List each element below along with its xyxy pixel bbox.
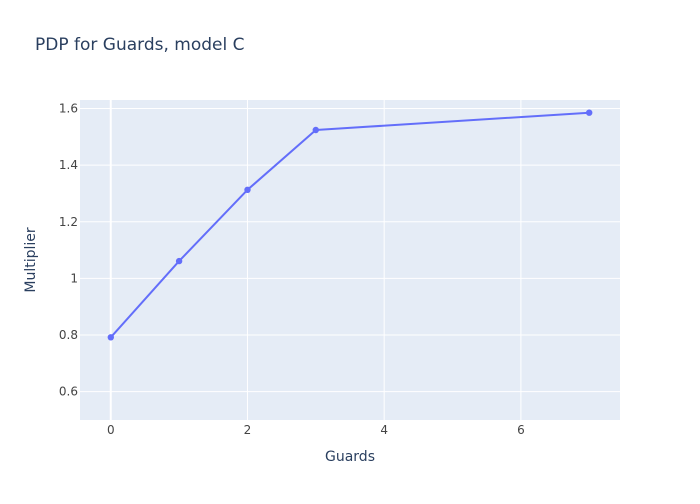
y-tick-label: 0.6 [59, 385, 78, 399]
data-point[interactable] [244, 186, 251, 193]
y-tick-label: 1.2 [59, 215, 78, 229]
y-axis-label: Multiplier [23, 227, 39, 293]
y-tick-label: 1.4 [59, 158, 78, 172]
plot-area [80, 100, 620, 420]
y-tick-labels: 0.6 0.8 1 1.2 1.4 1.6 [59, 101, 78, 398]
series-group [107, 109, 593, 341]
x-tick-label: 4 [380, 423, 388, 437]
x-tick-label: 6 [517, 423, 525, 437]
data-point[interactable] [107, 334, 115, 341]
chart-title: PDP for Guards, model C [35, 35, 245, 55]
data-point[interactable] [312, 126, 319, 134]
y-tick-label: 0.8 [59, 328, 78, 342]
y-tick-label: 1.6 [59, 101, 78, 115]
x-tick-label: 2 [244, 423, 252, 437]
data-point[interactable] [175, 257, 183, 265]
data-point[interactable] [586, 109, 593, 116]
x-axis-label: Guards [325, 449, 375, 465]
grid-lines [80, 100, 620, 420]
x-tick-label: 0 [107, 423, 115, 437]
x-tick-labels: 0 2 4 6 [107, 423, 525, 437]
y-tick-label: 1 [70, 271, 78, 285]
